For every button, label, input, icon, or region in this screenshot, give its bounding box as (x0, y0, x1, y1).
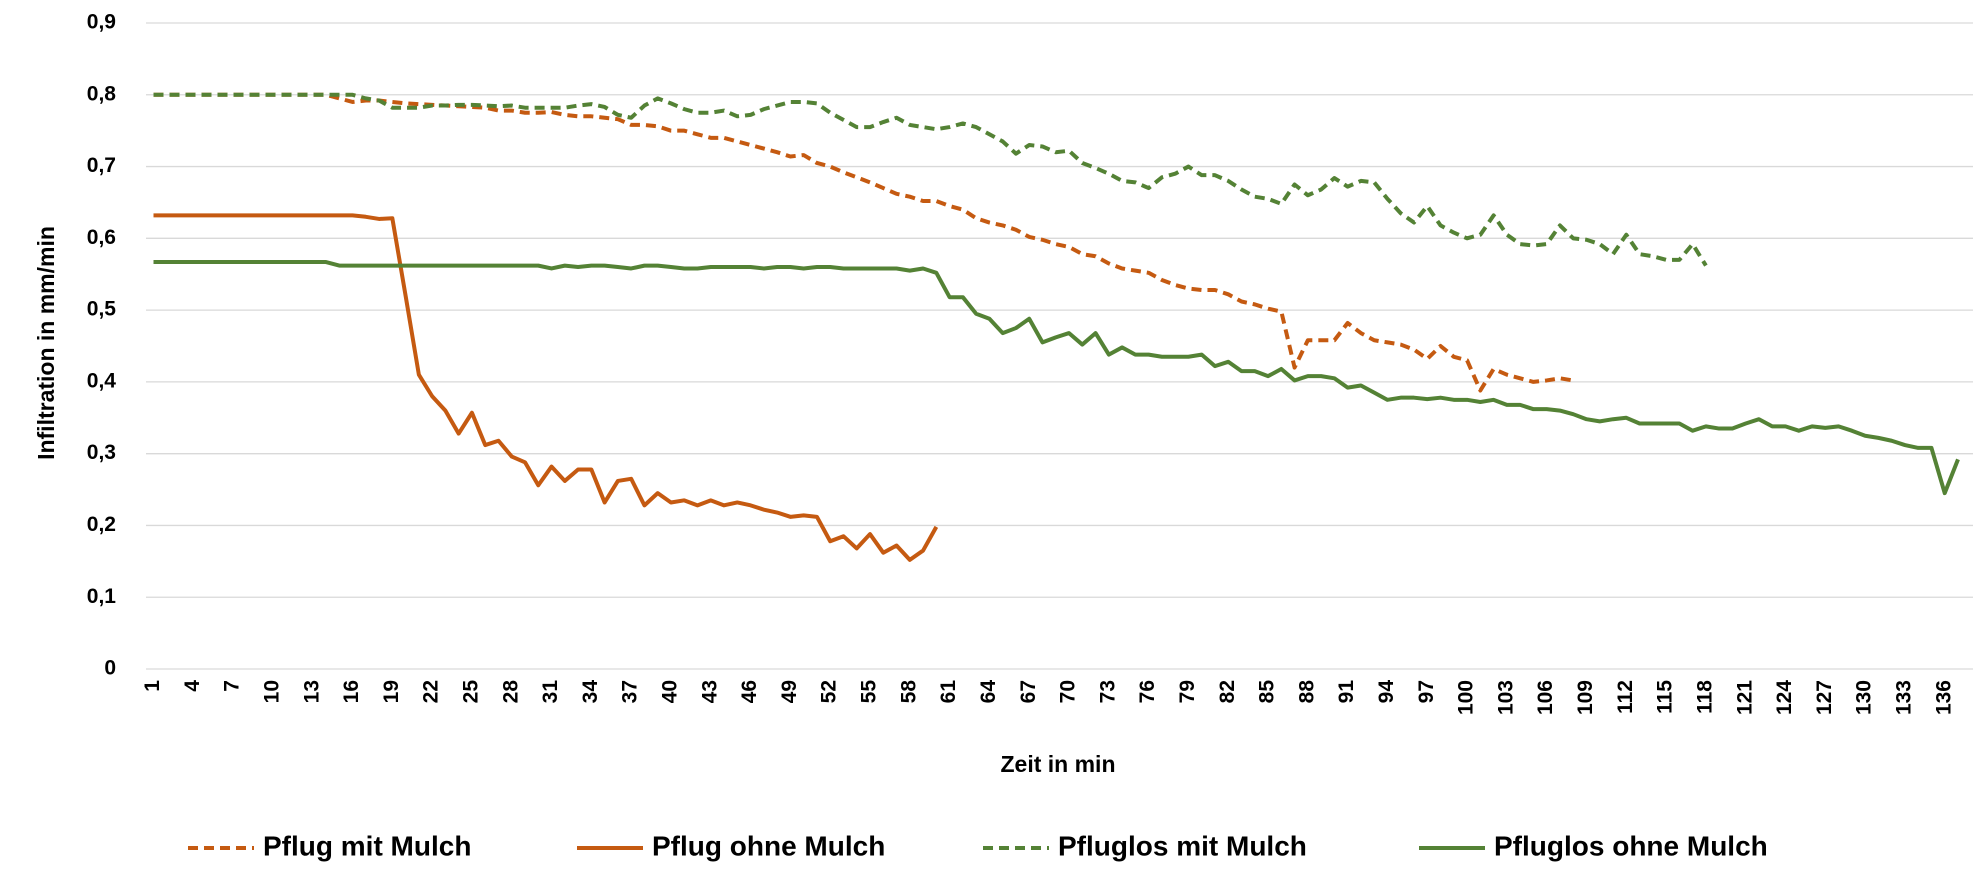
x-axis-title: Zeit in min (1001, 751, 1116, 777)
x-tick-label: 109 (1574, 680, 1597, 715)
x-tick-label: 16 (340, 680, 363, 703)
x-tick-label: 106 (1534, 680, 1557, 715)
x-tick-label: 133 (1892, 680, 1915, 715)
x-tick-label: 28 (499, 680, 522, 704)
x-tick-label: 49 (778, 680, 801, 703)
x-tick-label: 118 (1693, 680, 1716, 714)
legend-label: Pfluglos mit Mulch (1058, 830, 1307, 861)
x-tick-label: 25 (459, 680, 482, 704)
x-tick-label: 1 (141, 680, 164, 692)
line-series (153, 92, 1708, 267)
x-tick-label: 79 (1176, 680, 1199, 703)
x-tick-label: 67 (1017, 680, 1040, 703)
x-tick-label: 121 (1733, 680, 1756, 715)
x-tick-label: 7 (221, 680, 244, 692)
y-tick-label: 0,8 (87, 82, 117, 105)
x-tick-label: 136 (1932, 680, 1955, 715)
x-tick-label: 85 (1256, 680, 1279, 704)
y-tick-label: 0,5 (87, 298, 117, 321)
x-tick-label: 52 (818, 680, 841, 703)
x-tick-label: 112 (1614, 680, 1637, 714)
x-tick-label: 13 (300, 680, 323, 703)
y-tick-label: 0 (104, 657, 116, 680)
y-tick-label: 0,7 (87, 154, 116, 177)
x-tick-label: 103 (1494, 680, 1517, 715)
x-tick-label: 91 (1335, 680, 1358, 704)
x-tick-label: 76 (1136, 680, 1159, 703)
y-axis-title: Infiltration in mm/min (33, 226, 59, 460)
x-tick-label: 55 (858, 680, 881, 704)
x-tick-label: 82 (1216, 680, 1239, 703)
x-tick-label: 130 (1853, 680, 1876, 715)
x-tick-label: 97 (1415, 680, 1438, 703)
y-tick-label: 0,9 (87, 11, 116, 34)
x-tick-label: 58 (897, 680, 920, 704)
y-tick-label: 0,4 (87, 369, 117, 392)
x-tick-label: 10 (260, 680, 283, 703)
y-tick-label: 0,3 (87, 441, 116, 464)
x-tick-label: 127 (1813, 680, 1836, 715)
x-tick-label: 46 (738, 680, 761, 703)
x-tick-label: 61 (937, 680, 960, 704)
x-tick-label: 70 (1057, 680, 1080, 703)
x-tick-label: 124 (1773, 680, 1796, 715)
x-tick-label: 43 (698, 680, 721, 703)
x-tick-label: 31 (539, 680, 562, 704)
legend-label: Pfluglos ohne Mulch (1494, 830, 1768, 861)
x-tick-label: 64 (977, 680, 1000, 704)
x-tick-label: 37 (619, 680, 642, 703)
y-tick-label: 0,2 (87, 513, 116, 536)
line-series (153, 260, 1960, 496)
x-tick-label: 94 (1375, 680, 1398, 704)
x-tick-label: 88 (1295, 680, 1318, 704)
x-tick-label: 73 (1096, 680, 1119, 703)
x-tick-label: 19 (380, 680, 403, 703)
x-tick-label: 115 (1654, 680, 1677, 714)
y-tick-label: 0,1 (87, 585, 117, 608)
legend-label: Pflug mit Mulch (263, 830, 471, 861)
legend-label: Pflug ohne Mulch (652, 830, 885, 861)
line-series (153, 92, 1574, 393)
x-tick-label: 100 (1455, 680, 1478, 715)
y-tick-label: 0,6 (87, 226, 116, 249)
line-series (153, 213, 939, 562)
x-tick-label: 22 (420, 680, 443, 703)
x-tick-label: 34 (579, 680, 602, 704)
x-tick-label: 40 (659, 680, 682, 703)
x-tick-label: 4 (181, 680, 204, 692)
